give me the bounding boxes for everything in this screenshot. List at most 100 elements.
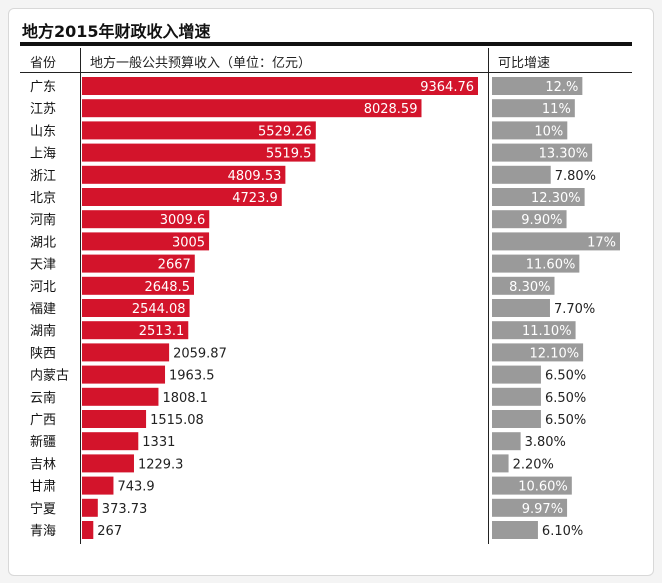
chart-title: 地方2015年财政收入增速 — [22, 22, 211, 41]
revenue-bar — [82, 365, 166, 384]
revenue-value-label: 267 — [97, 524, 122, 539]
header-revenue: 地方一般公共预算收入（单位：亿元） — [90, 52, 311, 71]
province-label: 福建 — [30, 302, 56, 317]
growth-value-label: 13.30% — [539, 147, 589, 162]
growth-bar — [492, 365, 541, 384]
revenue-value-label: 1331 — [142, 435, 175, 450]
growth-bar — [492, 188, 585, 206]
revenue-value-label: 2513.1 — [139, 324, 185, 339]
growth-bar — [492, 143, 593, 162]
growth-bar — [492, 232, 620, 251]
revenue-value-label: 5529.26 — [258, 124, 312, 139]
province-label: 吉林 — [30, 457, 56, 472]
growth-bar — [492, 77, 583, 95]
growth-value-label: 9.97% — [522, 502, 563, 517]
growth-bar — [492, 276, 555, 295]
revenue-value-label: 3009.6 — [160, 213, 206, 228]
revenue-bar — [82, 343, 170, 362]
column-divider-right — [488, 48, 489, 544]
revenue-bar — [82, 143, 316, 162]
revenue-value-label: 4723.9 — [232, 191, 278, 206]
revenue-value-label: 1229.3 — [138, 457, 184, 472]
revenue-value-label: 2667 — [158, 258, 191, 273]
growth-bar — [492, 343, 584, 362]
province-label: 云南 — [30, 390, 56, 406]
revenue-bar — [82, 210, 210, 229]
revenue-bar — [82, 254, 195, 273]
growth-bar — [492, 121, 568, 140]
revenue-value-label: 743.9 — [117, 480, 154, 495]
province-label: 陕西 — [30, 346, 56, 361]
growth-bar — [492, 387, 541, 406]
growth-value-label: 12.30% — [531, 191, 581, 206]
revenue-bar — [82, 476, 114, 495]
revenue-bar — [82, 188, 282, 206]
growth-value-label: 12.% — [545, 80, 578, 95]
province-label: 广东 — [30, 80, 56, 95]
revenue-bar — [82, 454, 134, 473]
revenue-bar — [82, 299, 190, 317]
revenue-value-label: 9364.76 — [420, 80, 474, 95]
header-province: 省份 — [30, 56, 57, 71]
growth-value-label: 11.10% — [522, 324, 572, 339]
growth-value-label: 11.60% — [526, 258, 576, 273]
province-label: 河北 — [30, 280, 56, 295]
revenue-value-label: 8028.59 — [364, 102, 418, 117]
revenue-bar — [82, 410, 147, 428]
revenue-value-label: 1808.1 — [162, 391, 208, 406]
growth-value-label: 10.60% — [518, 480, 568, 495]
growth-bar — [492, 521, 538, 539]
growth-value-label: 2.20% — [513, 457, 554, 472]
revenue-bar — [82, 521, 94, 539]
revenue-bar — [82, 99, 422, 118]
revenue-value-label: 2544.08 — [132, 302, 186, 317]
province-label: 广西 — [30, 413, 56, 428]
growth-value-label: 6.50% — [545, 391, 586, 406]
growth-value-label: 6.10% — [542, 524, 583, 539]
revenue-value-label: 2648.5 — [144, 280, 190, 295]
province-label: 宁夏 — [30, 501, 56, 517]
header-rule — [20, 72, 632, 73]
province-label: 浙江 — [30, 169, 56, 184]
growth-bar — [492, 432, 521, 451]
revenue-value-label: 1963.5 — [169, 369, 215, 384]
province-label: 湖北 — [30, 235, 56, 250]
revenue-value-label: 1515.08 — [150, 413, 204, 428]
revenue-value-label: 3005 — [172, 235, 205, 250]
growth-bar — [492, 454, 509, 473]
growth-bar — [492, 321, 576, 340]
header-revenue-text: 地方一般公共预算收入（单位：亿元 — [90, 56, 299, 71]
revenue-bar — [82, 165, 286, 184]
revenue-bar — [82, 276, 194, 295]
growth-value-label: 11% — [542, 102, 571, 117]
province-label: 江苏 — [30, 101, 56, 117]
province-label: 新疆 — [30, 434, 56, 450]
growth-bar — [492, 410, 541, 428]
growth-bar — [492, 210, 567, 229]
revenue-bar — [82, 387, 159, 406]
province-label: 上海 — [30, 147, 56, 162]
province-label: 湖南 — [30, 323, 56, 339]
revenue-bar — [82, 432, 139, 451]
growth-value-label: 10% — [534, 124, 563, 139]
growth-value-label: 17% — [587, 235, 616, 250]
growth-bar — [492, 165, 551, 184]
growth-bar — [492, 299, 550, 317]
growth-bar — [492, 99, 575, 118]
column-divider-left — [80, 48, 81, 544]
revenue-bar — [82, 321, 189, 340]
header-revenue-paren: ） — [298, 56, 312, 71]
revenue-bar — [82, 498, 98, 517]
revenue-value-label: 5519.5 — [266, 147, 312, 162]
growth-value-label: 6.50% — [545, 413, 586, 428]
growth-bar — [492, 498, 568, 517]
revenue-value-label: 2059.87 — [173, 346, 227, 361]
growth-value-label: 6.50% — [545, 369, 586, 384]
growth-value-label: 8.30% — [509, 280, 550, 295]
revenue-value-label: 373.73 — [102, 502, 148, 517]
growth-value-label: 7.70% — [554, 302, 595, 317]
province-label: 北京 — [30, 191, 56, 206]
growth-bar — [492, 476, 572, 495]
revenue-bar — [82, 77, 478, 95]
